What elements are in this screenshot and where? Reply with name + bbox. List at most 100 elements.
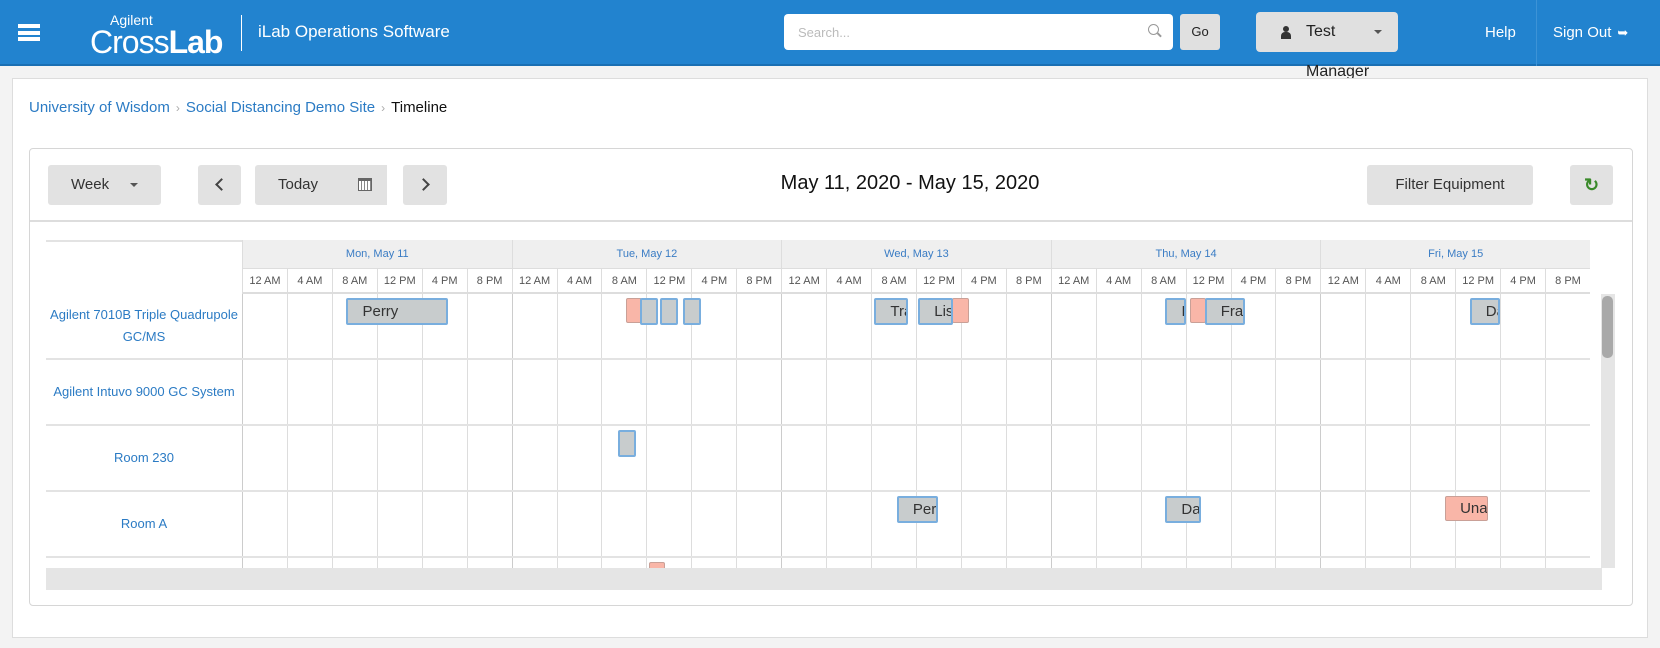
user-menu-button[interactable]: Test Manager — [1256, 12, 1398, 80]
hour-header: 4 PM — [1230, 268, 1276, 294]
grid-line — [1050, 294, 1052, 570]
grid-line — [601, 294, 603, 570]
today-label: Today — [278, 176, 319, 193]
view-select-button[interactable]: Week — [48, 165, 161, 205]
toolbar-divider — [30, 220, 1632, 222]
divider — [241, 15, 242, 51]
chevron-right-icon — [416, 178, 430, 191]
booking-event[interactable] — [639, 298, 658, 325]
horizontal-scrollbar[interactable] — [46, 568, 1602, 590]
caret-down-icon — [130, 183, 138, 191]
hour-header: 12 AM — [1320, 268, 1366, 294]
booking-event[interactable]: Perry — [346, 298, 448, 325]
vertical-scrollbar-thumb[interactable] — [1602, 296, 1613, 358]
resource-label[interactable]: Room 230 — [46, 426, 242, 492]
resource-label[interactable]: Room A — [46, 492, 242, 558]
grid-line — [1410, 294, 1412, 570]
grid-line — [916, 294, 917, 570]
booking-event[interactable]: Tra — [874, 298, 909, 325]
app-name: iLab Operations Software — [258, 22, 450, 41]
hour-header: 8 AM — [1140, 268, 1186, 294]
hour-header: 8 AM — [601, 268, 647, 294]
hour-header: 12 AM — [781, 268, 827, 294]
booking-event[interactable] — [618, 430, 637, 457]
unavailable-event[interactable] — [1190, 298, 1207, 323]
booking-event[interactable]: I — [1165, 298, 1186, 325]
vertical-scrollbar[interactable] — [1601, 294, 1615, 568]
grid-line — [1185, 294, 1187, 570]
hour-header: 12 PM — [1455, 268, 1501, 294]
search-icon — [1148, 24, 1159, 35]
row-divider — [242, 490, 1590, 492]
booking-event[interactable]: Da — [1165, 496, 1202, 523]
row-divider — [242, 424, 1590, 426]
booking-event[interactable] — [683, 298, 702, 325]
search-input[interactable] — [784, 14, 1173, 50]
breadcrumb-current: Timeline — [391, 99, 448, 116]
grid-line — [511, 294, 513, 570]
grid-line — [1140, 294, 1142, 570]
grid-line — [826, 294, 828, 570]
grid-line — [286, 294, 288, 570]
grid-line — [691, 294, 693, 570]
next-week-button[interactable] — [403, 165, 447, 205]
booking-event[interactable]: Per — [896, 496, 939, 523]
hamburger-menu-icon[interactable] — [18, 24, 40, 41]
hour-header: 8 PM — [736, 268, 782, 294]
unavailable-event[interactable]: Una — [1445, 496, 1488, 521]
user-icon — [1281, 26, 1291, 39]
grid-line — [960, 294, 962, 570]
hour-header: 8 AM — [1410, 268, 1456, 294]
unavailable-event[interactable] — [951, 298, 969, 323]
hour-header: 12 AM — [242, 268, 287, 294]
hour-header: 4 PM — [1500, 268, 1546, 294]
previous-week-button[interactable] — [198, 165, 241, 205]
date-range-title: May 11, 2020 - May 15, 2020 — [780, 172, 1040, 194]
breadcrumb-site[interactable]: Social Distancing Demo Site — [185, 99, 376, 116]
hour-header: 8 PM — [1275, 268, 1321, 294]
resource-label[interactable]: Agilent Intuvo 9000 GC System — [46, 360, 242, 426]
booking-event[interactable]: Da — [1469, 298, 1501, 325]
divider — [1536, 0, 1537, 66]
day-header: Thu, May 14 — [1050, 240, 1321, 268]
booking-event[interactable] — [659, 298, 678, 325]
grid-line — [556, 294, 558, 570]
breadcrumb-separator: › — [175, 101, 180, 115]
hour-header: 8 AM — [331, 268, 377, 294]
logo-crosslab-text: CrossLab — [90, 24, 223, 60]
day-header: Mon, May 11 — [242, 240, 512, 268]
refresh-button[interactable]: ↻ — [1570, 165, 1613, 205]
filter-equipment-button[interactable]: Filter Equipment — [1367, 165, 1533, 205]
grid-line — [736, 294, 738, 570]
timeline-grid: Mon, May 11 12 AM 4 AM 8 AM 12 PM 4 PM 8 PM Tue… — [46, 240, 1590, 570]
grid-line — [646, 294, 648, 570]
user-name: Test Manager — [1306, 23, 1370, 80]
grid-line — [1275, 294, 1277, 570]
grid-line — [1005, 294, 1007, 570]
day-header: Wed, May 13 — [781, 240, 1051, 268]
grid-line — [1095, 294, 1097, 570]
grid-line — [871, 294, 873, 570]
sign-out-link[interactable]: Sign Out ➥ — [1553, 24, 1628, 41]
grid-line — [421, 294, 423, 570]
view-label: Week — [71, 176, 110, 193]
refresh-icon: ↻ — [1583, 175, 1600, 195]
chevron-left-icon — [215, 178, 228, 191]
unavailable-event[interactable] — [648, 562, 665, 570]
breadcrumb-university[interactable]: University of Wisdom — [29, 99, 170, 116]
breadcrumb: University of Wisdom › Social Distancing D… — [29, 99, 447, 116]
hour-header: 4 AM — [1095, 268, 1141, 294]
booking-event[interactable]: Lis — [918, 298, 954, 325]
hour-header: 8 PM — [1545, 268, 1590, 294]
resource-label[interactable]: Agilent 7010B Triple Quadrupole GC/MS — [46, 294, 242, 360]
hour-header: 8 PM — [466, 268, 512, 294]
sign-out-label: Sign Out — [1553, 24, 1612, 41]
help-link[interactable]: Help — [1485, 24, 1516, 41]
go-button[interactable]: Go — [1180, 14, 1220, 50]
hour-header: 4 AM — [286, 268, 332, 294]
hour-header: 12 PM — [916, 268, 961, 294]
grid-line — [1455, 294, 1457, 570]
booking-event[interactable]: Fra — [1204, 298, 1246, 325]
hour-header: 4 PM — [421, 268, 467, 294]
today-button[interactable]: Today — [255, 165, 387, 205]
